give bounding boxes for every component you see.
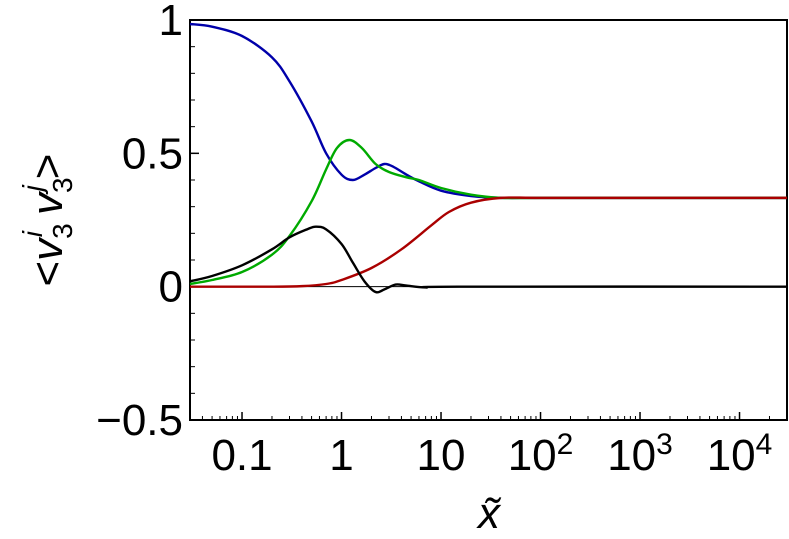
series-line-2 xyxy=(189,196,787,288)
x-tick-label-base-5: 10 xyxy=(707,431,756,480)
y-axis-label: <v3iv3j> xyxy=(17,153,78,286)
ylabel-sub2: 3 xyxy=(47,177,78,193)
ylabel-sub1: 3 xyxy=(47,223,78,239)
x-tick-label-2: 10 xyxy=(417,431,466,480)
plot-frame xyxy=(189,19,788,421)
x-tick-label-base-0: 0.1 xyxy=(211,431,272,480)
series-line-3 xyxy=(189,225,788,294)
y-tick-label-0: 1 xyxy=(159,0,183,45)
y-tick-label-2: 0 xyxy=(159,263,183,312)
x-tick-label-base-3: 10 xyxy=(508,431,557,480)
x-tick-label-5: 104 xyxy=(707,428,773,480)
ylabel-open: < xyxy=(23,261,72,287)
x-tick-label-base-1: 1 xyxy=(329,431,353,480)
ylabel-sup1: i xyxy=(17,230,48,237)
x-tick-label-exp-4: 3 xyxy=(656,428,673,461)
series-line-0 xyxy=(189,22,787,200)
ylabel-v2: v xyxy=(23,190,72,215)
x-tick-label-0: 0.1 xyxy=(211,431,272,480)
x-tick-label-3: 102 xyxy=(508,428,574,480)
x-tick-label-exp-3: 2 xyxy=(557,428,574,461)
x-tick-label-4: 103 xyxy=(607,428,673,480)
ylabel-sup2: j xyxy=(17,184,48,195)
y-tick-label-1: 0.5 xyxy=(122,129,183,178)
x-axis-label: x̃ xyxy=(476,489,502,538)
series-line-1 xyxy=(189,138,787,286)
y-tick-label-3: −0.5 xyxy=(96,396,183,445)
svg-text:<v3iv3j>: <v3iv3j> xyxy=(17,153,78,286)
ylabel-v1: v xyxy=(23,236,72,261)
x-tick-label-base-2: 10 xyxy=(417,431,466,480)
ylabel-close: > xyxy=(23,153,72,179)
x-tick-label-exp-5: 4 xyxy=(756,428,773,461)
x-tick-label-1: 1 xyxy=(329,431,353,480)
x-tick-label-base-4: 10 xyxy=(607,431,656,480)
